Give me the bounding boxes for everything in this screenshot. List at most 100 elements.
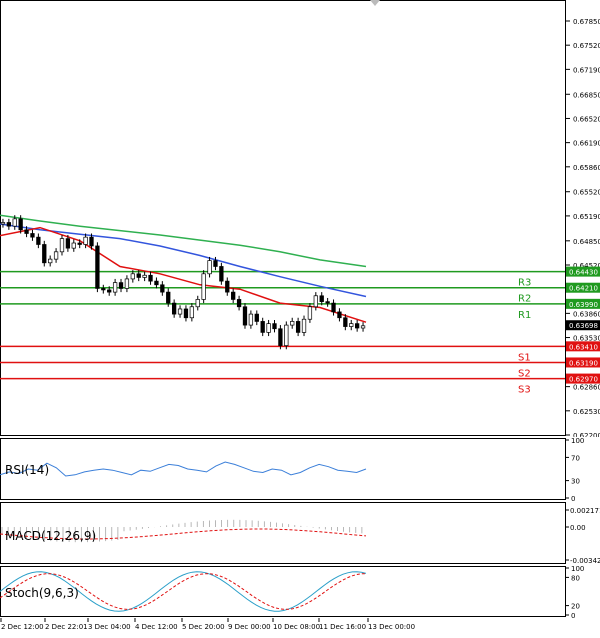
candle-body bbox=[242, 306, 248, 326]
candle-body bbox=[183, 308, 189, 319]
level-name-label: S1 bbox=[518, 352, 531, 363]
candle-body bbox=[349, 323, 354, 327]
candle-body bbox=[65, 238, 71, 249]
level-price-label: 0.64430 bbox=[569, 269, 598, 277]
price-tick-label: 0.65190 bbox=[573, 213, 600, 221]
stoch-tick-label: 0 bbox=[571, 612, 575, 618]
candle-body bbox=[148, 274, 153, 282]
macd-tick-label: 0.00 bbox=[570, 524, 586, 532]
candle-body bbox=[83, 236, 88, 245]
level-price-box bbox=[566, 298, 600, 309]
time-axis-svg: 2 Dec 12:00 2 Dec 22:01 3 Dec 04:00 4 Dec 1… bbox=[0, 618, 415, 631]
level-price-label: 0.63190 bbox=[569, 359, 598, 367]
time-tick-label: 5 Dec 20:00 bbox=[182, 623, 225, 631]
price-tick-label: 0.63530 bbox=[573, 335, 600, 343]
macd-label: MACD(12,26,9) bbox=[5, 529, 96, 543]
candle-body bbox=[130, 273, 135, 280]
rsi-tick-label: 0 bbox=[571, 495, 575, 501]
candle-body bbox=[48, 258, 53, 264]
candle-body bbox=[107, 289, 112, 293]
stoch-signal-line bbox=[0, 573, 367, 610]
candle-body bbox=[337, 311, 342, 319]
level-name-label: R3 bbox=[518, 278, 531, 289]
candle-body bbox=[360, 325, 366, 329]
time-tick-label: 10 Dec 08:00 bbox=[273, 623, 320, 631]
price-tick-label: 0.63860 bbox=[573, 310, 600, 318]
candle-body bbox=[189, 306, 195, 319]
candle-body bbox=[236, 299, 242, 308]
price-chart-panel[interactable]: 0.67850 0.67520 0.67190 0.66850 0.66520 0.661… bbox=[0, 0, 600, 440]
candle-body bbox=[36, 236, 41, 245]
macd-tick-label: -0.003423 bbox=[570, 557, 600, 565]
level-price-label: 0.63410 bbox=[569, 343, 598, 351]
candle-body bbox=[160, 284, 165, 293]
candle-body bbox=[71, 242, 76, 249]
rsi-line bbox=[0, 461, 367, 477]
candle-body bbox=[325, 301, 330, 304]
candle-body bbox=[195, 299, 200, 308]
candle-body bbox=[77, 242, 82, 245]
candle-body bbox=[313, 295, 318, 308]
candle-body bbox=[307, 306, 313, 320]
level-price-label: 0.64210 bbox=[569, 285, 598, 293]
candle-body bbox=[295, 321, 301, 333]
level-price-box bbox=[566, 341, 600, 352]
candle-body bbox=[95, 245, 100, 289]
rsi-svg: 100 70 30 0 RSI(14) bbox=[0, 437, 584, 503]
current-price-label: 0.63698 bbox=[569, 322, 598, 330]
stoch-tick-label: 100 bbox=[571, 566, 584, 573]
level-price-box bbox=[566, 373, 600, 384]
candle-body bbox=[266, 323, 271, 333]
macd-tick-label: 0.002171 bbox=[570, 507, 600, 515]
level-price-box bbox=[566, 357, 600, 368]
macd-svg: 0.002171 0.00 -0.003423 MACD(12,26,9) bbox=[0, 502, 600, 565]
rsi-label: RSI(14) bbox=[5, 463, 49, 477]
candle-body bbox=[142, 274, 147, 278]
candle-body bbox=[201, 273, 206, 300]
candle-body bbox=[343, 317, 348, 327]
time-axis: 2 Dec 12:00 2 Dec 22:01 3 Dec 04:00 4 Dec 1… bbox=[0, 618, 600, 634]
level-name-label: S3 bbox=[518, 385, 531, 396]
time-tick-label: 2 Dec 12:00 bbox=[1, 623, 44, 631]
candle-body bbox=[207, 260, 212, 275]
candle-body bbox=[112, 282, 118, 293]
candle-body bbox=[171, 302, 177, 315]
price-tick-label: 0.67190 bbox=[573, 66, 600, 74]
rsi-tick-label: 100 bbox=[571, 438, 584, 445]
price-chart-svg[interactable]: 0.67850 0.67520 0.67190 0.66850 0.66520 0.661… bbox=[0, 0, 600, 440]
candle-body bbox=[30, 233, 35, 238]
rsi-tick-label: 70 bbox=[571, 454, 580, 462]
scroll-arrow-icon[interactable] bbox=[370, 0, 380, 6]
candle-body bbox=[319, 295, 324, 302]
level-price-box bbox=[566, 266, 600, 277]
price-tick-label: 0.62860 bbox=[573, 384, 600, 392]
candle-body bbox=[59, 238, 65, 253]
price-tick-label: 0.65520 bbox=[573, 189, 600, 197]
ma-slow-line bbox=[0, 214, 367, 268]
candle-body bbox=[290, 321, 295, 326]
ma-fast-line bbox=[0, 226, 367, 323]
candle-body bbox=[6, 222, 12, 227]
candle-body bbox=[124, 278, 130, 289]
candle-body bbox=[136, 273, 141, 278]
candle-body bbox=[213, 260, 218, 267]
candle-body bbox=[284, 324, 289, 346]
ma-mid-line bbox=[0, 223, 367, 298]
candle-body bbox=[12, 218, 17, 227]
price-tick-label: 0.64850 bbox=[573, 238, 600, 246]
price-tick-label: 0.65860 bbox=[573, 164, 600, 172]
price-tick-label: 0.67520 bbox=[573, 42, 600, 50]
candle-body bbox=[118, 282, 124, 289]
time-tick-label: 3 Dec 04:00 bbox=[88, 623, 131, 631]
rsi-tick-label: 30 bbox=[571, 478, 580, 486]
level-price-label: 0.63990 bbox=[569, 301, 598, 309]
candle-body bbox=[89, 236, 94, 247]
price-tick-label: 0.67850 bbox=[573, 18, 600, 26]
candle-body bbox=[53, 251, 59, 260]
candle-body bbox=[24, 229, 29, 234]
candle-body bbox=[331, 302, 336, 313]
stoch-main-line bbox=[0, 571, 367, 612]
candle-body bbox=[231, 291, 236, 300]
macd-panel: 0.002171 0.00 -0.003423 MACD(12,26,9) bbox=[0, 502, 600, 565]
